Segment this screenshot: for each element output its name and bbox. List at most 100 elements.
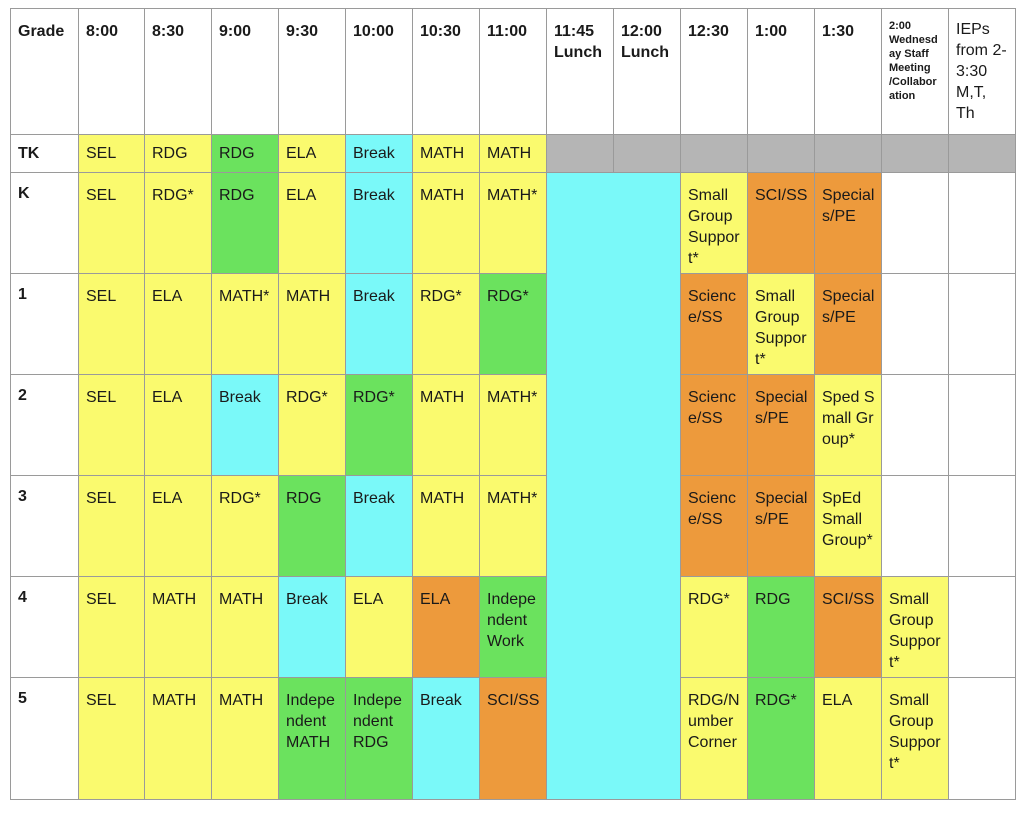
schedule-cell-label: MATH (487, 145, 532, 162)
schedule-cell: SEL (78, 172, 145, 274)
schedule-cell-label: SEL (86, 288, 117, 305)
schedule-cell-label: MATH (152, 692, 197, 709)
schedule-cell: RDG* (479, 273, 547, 375)
grade-label-cell: TK (10, 134, 79, 173)
schedule-cell: RDG (211, 134, 279, 173)
schedule-cell: SCI/SS (814, 576, 882, 678)
header-grade: Grade (10, 8, 79, 135)
schedule-cell-label: Independent MATH (286, 692, 335, 751)
schedule-cell-label: MATH (420, 187, 465, 204)
schedule-cell: MATH (211, 576, 279, 678)
schedule-cell-label: SEL (86, 187, 117, 204)
schedule-cell-label: Small Group Support* (889, 692, 941, 772)
grade-label: 3 (18, 488, 27, 505)
schedule-cell-label: ELA (152, 288, 183, 305)
grade-row: 4 SEL MATH MATH Break ELA ELA Independent Work R… (10, 576, 1016, 678)
schedule-cell: RDG (144, 134, 212, 173)
schedule-cell: Break (345, 134, 413, 173)
schedule-cell: Small Group Support* (881, 576, 949, 678)
schedule-cell (948, 374, 1016, 476)
schedule-cell: Independent MATH (278, 677, 346, 800)
schedule-cell: SEL (78, 273, 145, 375)
schedule-cell-label: Break (219, 389, 261, 406)
schedule-cell: MATH (278, 273, 346, 375)
schedule-cell: Small Group Support* (881, 677, 949, 800)
schedule-cell-label: SCI/SS (487, 692, 540, 709)
header-label: 9:00 (219, 23, 252, 40)
grade-label: 4 (18, 589, 27, 606)
schedule-cell-label: RDG (755, 591, 791, 608)
schedule-cell: MATH (144, 576, 212, 678)
header-label: 12:30 (688, 23, 729, 40)
lunch-cell (546, 134, 614, 173)
schedule-cell: Break (345, 475, 413, 577)
schedule-cell-label: RDG (286, 490, 322, 507)
schedule-cell-label (950, 477, 1015, 489)
grade-row: 1 SEL ELA MATH* MATH Break RDG* RDG* Science/SS S… (10, 273, 1016, 375)
schedule-cell-label: ELA (152, 389, 183, 406)
header-lunch-1145: 11:45 Lunch (546, 8, 614, 135)
grade-label-cell: 1 (10, 273, 79, 375)
schedule-cell: ELA (278, 134, 346, 173)
schedule-cell (881, 273, 949, 375)
schedule-cell: MATH (412, 374, 480, 476)
schedule-cell-label: SEL (86, 490, 117, 507)
schedule-cell-label: MATH (420, 490, 465, 507)
schedule-cell-label: Break (353, 187, 395, 204)
schedule-cell-label: Independent Work (487, 591, 536, 650)
schedule-cell (814, 134, 882, 173)
schedule-cell: Break (211, 374, 279, 476)
schedule-cell-label: MATH (152, 591, 197, 608)
header-label: Grade (18, 23, 65, 40)
schedule-cell: SEL (78, 576, 145, 678)
schedule-cell-label: MATH (286, 288, 331, 305)
schedule-cell-label: ELA (286, 145, 317, 162)
grade-label: 2 (18, 387, 27, 404)
schedule-cell: SCI/SS (479, 677, 547, 800)
schedule-cell: MATH (412, 134, 480, 173)
schedule-cell: ELA (144, 374, 212, 476)
schedule-cell (948, 677, 1016, 800)
schedule-cell-label (682, 136, 747, 144)
schedule-cell-label (883, 275, 948, 287)
schedule-cell: MATH (412, 475, 480, 577)
schedule-cell-label: SEL (86, 389, 117, 406)
grade-label-cell: K (10, 172, 79, 274)
schedule-cell: Break (345, 273, 413, 375)
schedule-cell: Science/SS (680, 475, 748, 577)
grade-label-cell: 4 (10, 576, 79, 678)
schedule-cell: Break (278, 576, 346, 678)
header-time-0930: 9:30 (278, 8, 346, 135)
schedule-cell-label: RDG* (353, 389, 395, 406)
schedule-cell-label: MATH (219, 591, 264, 608)
schedule-cell-label: SEL (86, 145, 117, 162)
header-label: 10:00 (353, 23, 394, 40)
schedule-cell-label: Specials/PE (822, 187, 875, 225)
schedule-cell: SpEd Small Group* (814, 475, 882, 577)
schedule-cell (881, 172, 949, 274)
header-label: 8:30 (152, 23, 185, 40)
grade-label-cell: 2 (10, 374, 79, 476)
header-time-1230: 12:30 (680, 8, 748, 135)
schedule-cell: MATH* (211, 273, 279, 375)
header-label: 10:30 (420, 23, 461, 40)
header-label: 11:00 (487, 23, 528, 40)
schedule-cell: RDG* (680, 576, 748, 678)
header-time-0100: 1:00 (747, 8, 815, 135)
schedule-cell: MATH* (479, 172, 547, 274)
schedule-cell: Specials/PE (747, 475, 815, 577)
schedule-cell-label: RDG* (152, 187, 194, 204)
schedule-cell-label: Break (286, 591, 328, 608)
schedule-cell (881, 374, 949, 476)
schedule-cell-label: Science/SS (688, 490, 737, 528)
schedule-cell-label: MATH (219, 692, 264, 709)
schedule-cell (680, 134, 748, 173)
schedule-cell-label (749, 136, 814, 144)
grade-row: 5 SEL MATH MATH Independent MATH Independent … (10, 677, 1016, 800)
schedule-cell-label: SCI/SS (755, 187, 808, 204)
schedule-cell-label: Science/SS (688, 288, 737, 326)
schedule-cell-label: RDG* (688, 591, 730, 608)
schedule-cell-label (950, 136, 1015, 144)
schedule-cell: RDG (747, 576, 815, 678)
schedule-cell: RDG* (345, 374, 413, 476)
